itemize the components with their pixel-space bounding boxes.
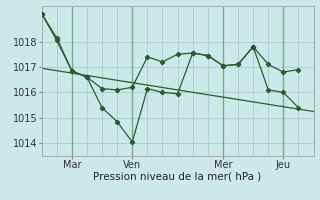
X-axis label: Pression niveau de la mer( hPa ): Pression niveau de la mer( hPa ) [93,172,262,182]
